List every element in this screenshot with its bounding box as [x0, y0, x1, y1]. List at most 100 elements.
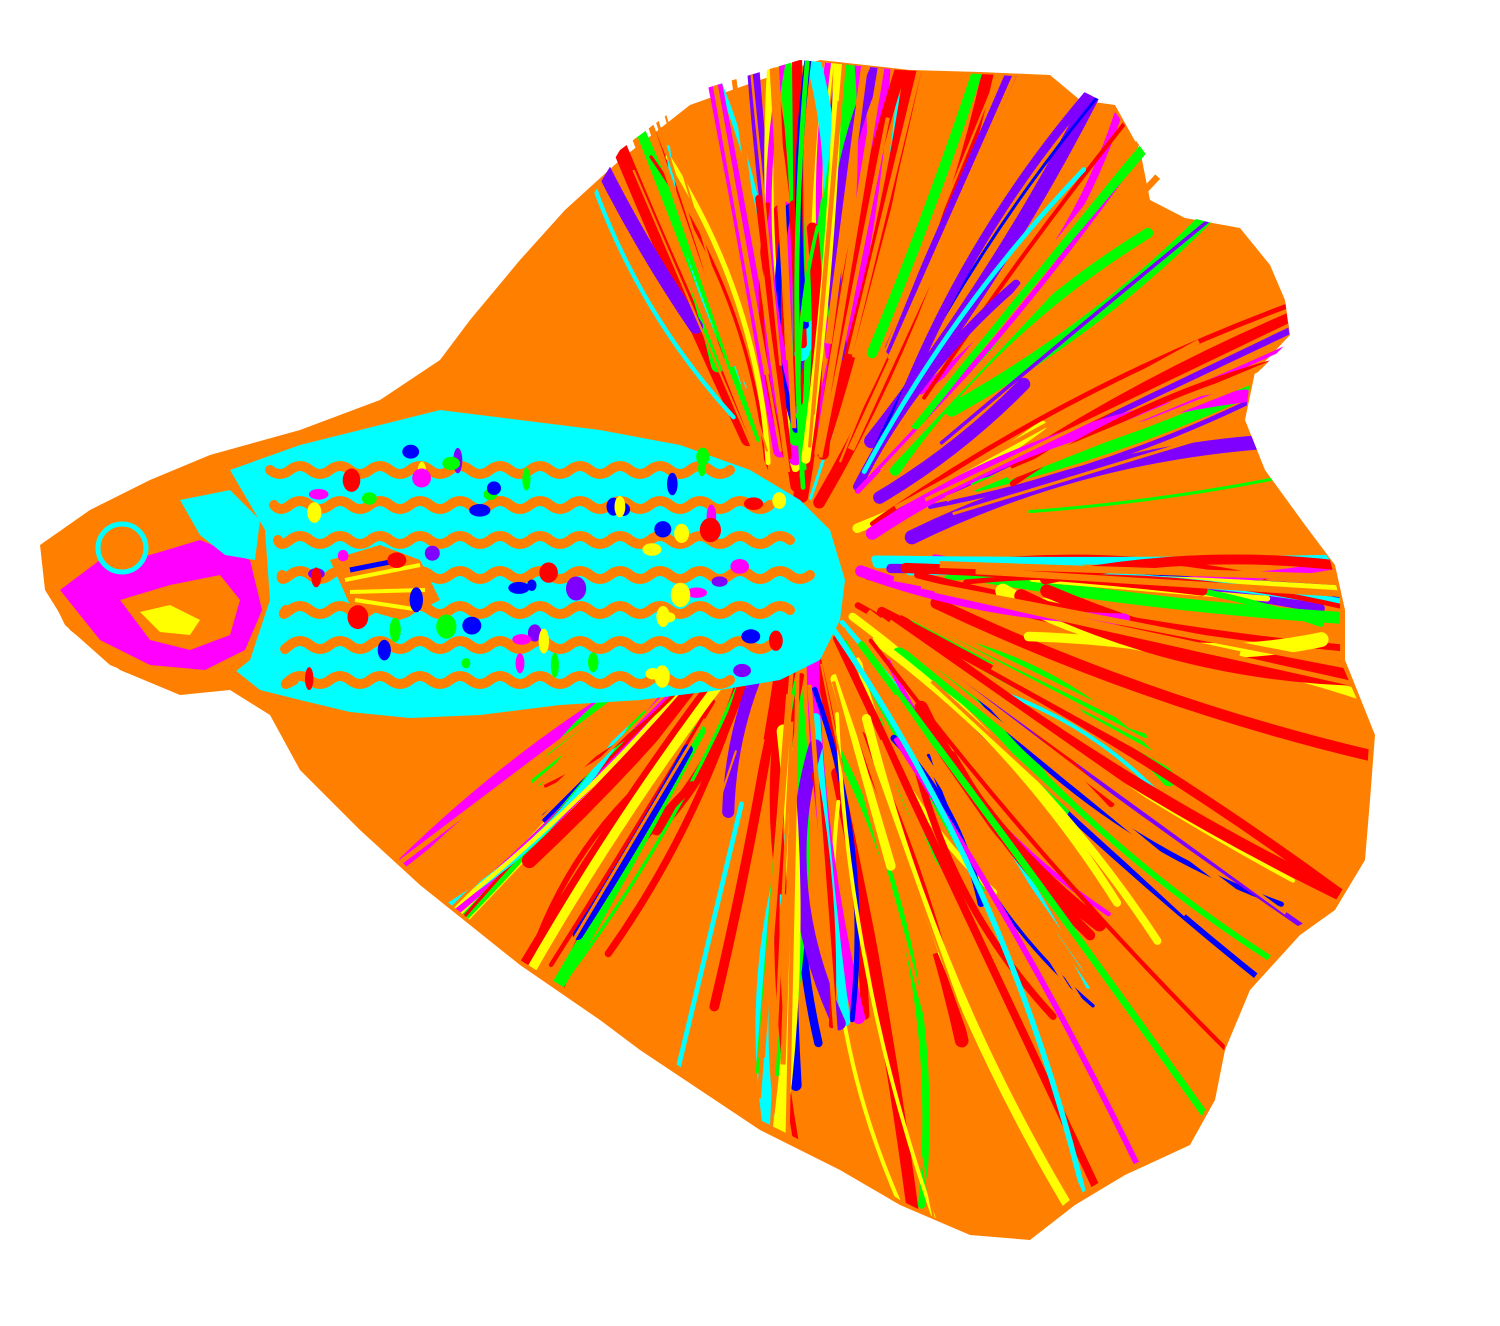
cheek-cyan: [180, 490, 260, 560]
fin-ray-gap: [990, 663, 1370, 958]
body-spot: [387, 552, 407, 568]
fin-ray: [892, 60, 1179, 421]
body-spot: [402, 444, 420, 459]
fin-ray-gap: [807, 684, 853, 1223]
fin-streaks: [270, 60, 1370, 1240]
fin-ray-gap: [628, 750, 738, 1070]
fin-ray: [861, 167, 1087, 474]
body-spot: [361, 492, 377, 505]
body-spot: [412, 468, 431, 488]
fin-ray-gap: [866, 609, 1276, 924]
fin-ray: [792, 739, 846, 1031]
fin-ray: [572, 744, 693, 940]
fin-ray-gap: [573, 60, 769, 452]
fin-ray-gap: [930, 679, 1187, 917]
fin-ray-gap: [757, 694, 794, 1058]
fin-ray-gap: [703, 60, 770, 376]
body-spot: [436, 614, 457, 639]
fin-ray-gap: [723, 60, 782, 366]
fin-ray: [1001, 691, 1164, 800]
body-spot: [698, 461, 706, 477]
body-spot: [538, 628, 549, 654]
fin-ray-gap: [425, 699, 650, 910]
fin-ray: [528, 765, 662, 960]
body-spot: [550, 652, 559, 678]
fin-ray: [868, 638, 1258, 1081]
body-spot: [305, 667, 314, 691]
scale-row: [265, 461, 735, 479]
fin-ray-gap: [838, 60, 1072, 463]
fin-ray-gap: [939, 561, 1370, 589]
body-spot: [512, 634, 532, 645]
fin-ray-gap: [847, 60, 935, 355]
fin-ray: [823, 615, 1089, 1208]
fin-ray-gap: [931, 516, 1277, 551]
body-spot: [389, 617, 401, 643]
fin-ray-gap: [876, 621, 1192, 881]
fin-ray-gap: [934, 587, 1370, 690]
body-spot: [674, 523, 690, 544]
fin-ray-gap: [881, 601, 1370, 864]
body-spot: [733, 663, 751, 678]
fin-ray: [944, 60, 1370, 417]
body-spot: [527, 624, 542, 642]
fin-ray-gap: [983, 244, 1307, 447]
fin-ray-gap: [818, 117, 890, 458]
fin-ray: [861, 714, 1082, 1225]
fin-ray: [666, 196, 760, 443]
fin-ray-gap: [879, 616, 1247, 884]
body-spot: [539, 562, 558, 583]
body-spot: [772, 492, 787, 509]
body-spot: [337, 549, 349, 562]
body-spot: [744, 497, 764, 511]
fin-ray-gap: [847, 696, 986, 1079]
body-spot: [656, 606, 670, 627]
fin-ray-gap: [879, 174, 1161, 475]
fin-ray: [873, 377, 1031, 504]
fin-ray: [830, 674, 896, 871]
fin-ray: [871, 636, 1162, 945]
fin-ray-gap: [724, 60, 791, 473]
body-spot: [522, 467, 531, 491]
body-spot: [696, 447, 710, 466]
fin-ray-gap: [887, 619, 1370, 960]
body-spots: [305, 444, 787, 691]
fin-ray-gap: [851, 60, 977, 358]
fin-ray-gap: [887, 121, 1156, 451]
scale-row: [280, 636, 775, 654]
fin-ray-gap: [757, 721, 794, 1240]
fin-ray-gap: [593, 60, 737, 368]
body-spot: [311, 567, 322, 588]
fin-ray: [911, 60, 1370, 430]
fin-ray-gap: [810, 60, 860, 415]
body-spot: [377, 639, 391, 661]
body-spot: [566, 576, 587, 601]
fin-ray-gap: [894, 339, 1200, 510]
body-spot: [409, 587, 423, 613]
fin-ray-gap: [887, 60, 1127, 360]
body-spot: [614, 496, 626, 518]
fin-ray-gap: [874, 594, 1200, 758]
body-spot: [642, 543, 662, 556]
fin-ray: [855, 160, 1135, 494]
fin-ray-gap: [847, 60, 1136, 451]
body-spot: [686, 587, 707, 598]
body-spot: [741, 629, 761, 644]
fin-ray-gap: [882, 690, 1180, 1153]
body-spot: [342, 468, 361, 492]
body-spot: [667, 472, 678, 496]
fin-ray: [812, 686, 860, 1023]
body-spot: [424, 545, 440, 561]
fin-ray-gap: [827, 646, 939, 955]
body-spot: [469, 504, 491, 517]
body-spot: [769, 630, 783, 651]
fin-ray-gap: [952, 355, 1370, 516]
fin-ray-gap: [780, 750, 797, 1065]
body-spot: [654, 665, 670, 688]
body-spot: [461, 658, 471, 669]
fin-ray-gap: [897, 500, 1307, 552]
fin-ray: [665, 154, 771, 466]
fin-ray-gap: [632, 169, 759, 461]
fin-ray-gap: [893, 575, 1370, 674]
